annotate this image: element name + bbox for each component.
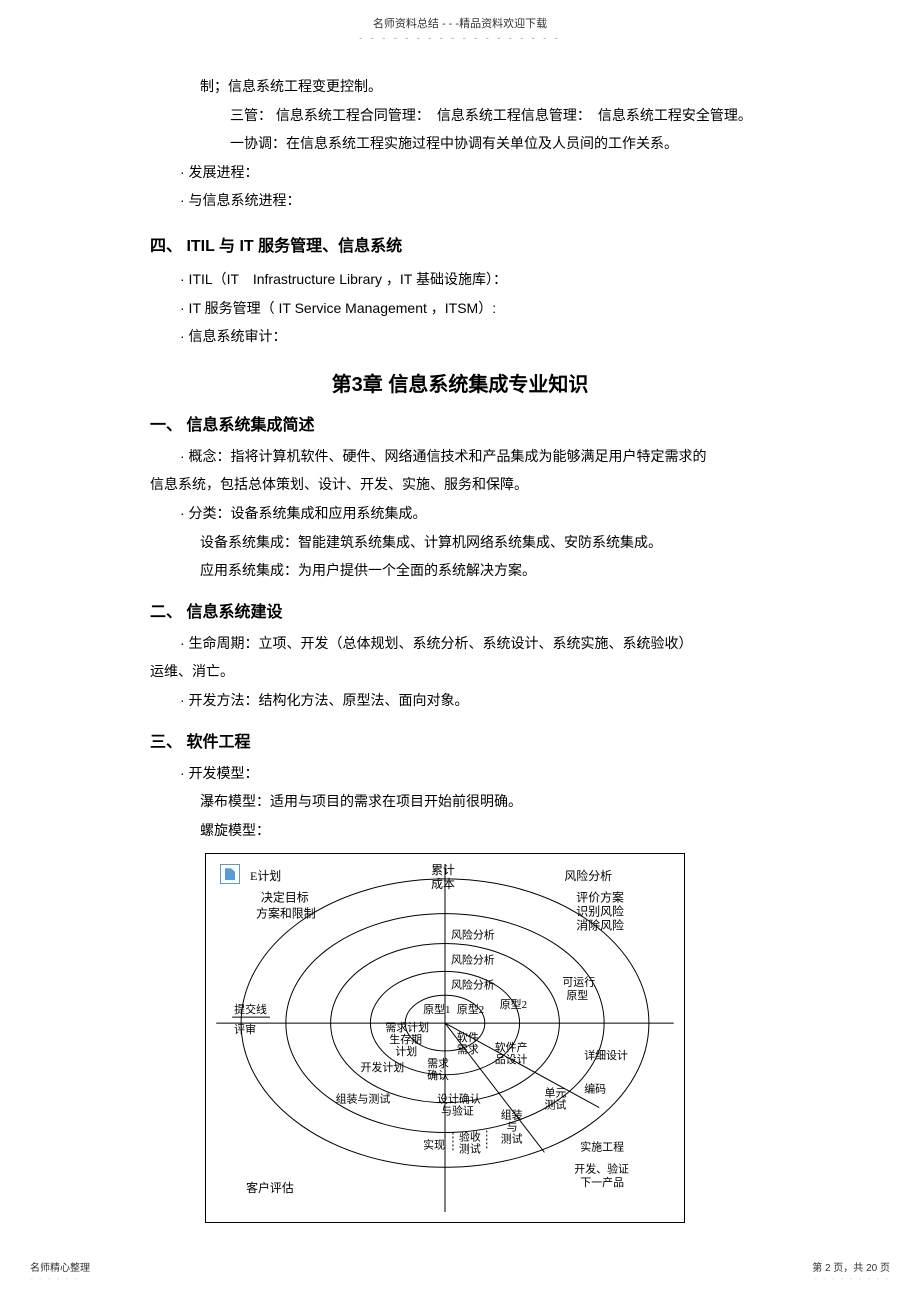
dlabel-reqplan3: 计划: [395, 1045, 417, 1058]
dlabel-customer: 客户评估: [246, 1181, 294, 1195]
dlabel-ra3: 风险分析: [451, 978, 495, 992]
dlabel-eval3: 消除风险: [576, 919, 624, 933]
dlabel-detail: 详细设计: [584, 1048, 628, 1062]
document-icon: [220, 864, 240, 884]
dlabel-code: 编码: [584, 1082, 606, 1096]
dlabel-impleng: 实施工程: [580, 1140, 624, 1154]
para-spiral: 螺旋模型：: [150, 817, 770, 844]
dlabel-proto1: 原型1: [423, 1002, 450, 1016]
para-concept-a: · 概念：指将计算机软件、硬件、网络通信技术和产品集成为能够满足用户特定需求的: [150, 443, 770, 470]
dlabel-unit1: 单元: [544, 1087, 566, 1100]
footer-page-number: 第 2 页，共 20 页: [812, 1259, 890, 1274]
dlabel-swneed2: 需求: [457, 1043, 479, 1056]
bullet-audit: · 信息系统审计：: [150, 323, 770, 350]
dlabel-designconf2: 与验证: [441, 1104, 474, 1118]
dlabel-asm2: 与: [507, 1121, 518, 1134]
dlabel-swprod2: 品设计: [495, 1053, 528, 1066]
dlabel-review: 评审: [234, 1022, 256, 1036]
para-category: · 分类：设备系统集成和应用系统集成。: [150, 500, 770, 527]
dlabel-asm3: 测试: [501, 1133, 523, 1146]
dlabel-runnable1: 可运行: [562, 976, 595, 989]
dlabel-goal1: 决定目标: [261, 891, 309, 905]
dlabel-impl: 实现: [423, 1138, 445, 1152]
section-4-heading: 四、 ITIL 与 IT 服务管理、信息系统: [150, 232, 770, 256]
dlabel-eval2: 识别风险: [576, 905, 624, 919]
dlabel-reqplan2: 生存期: [389, 1032, 422, 1046]
section-2-heading: 二、 信息系统建设: [150, 598, 770, 622]
footer-right-dots: - - - - - - - - -: [812, 1274, 890, 1283]
dlabel-eval1: 评价方案: [576, 891, 624, 905]
trailing-comma: 、: [636, 632, 650, 652]
dlabel-reqconf2: 确认: [427, 1069, 449, 1082]
para-device-integration: 设备系统集成：智能建筑系统集成、计算机网络系统集成、安防系统集成。: [150, 529, 770, 556]
dlabel-devver2: 下一产品: [580, 1175, 624, 1189]
page-header: 名师资料总结 - - -精品资料欢迎下载 - - - - - - - - - -…: [0, 0, 920, 43]
para-xietiao: 一协调：在信息系统工程实施过程中协调有关单位及人员间的工作关系。: [150, 130, 770, 157]
para-control: 制；信息系统工程变更控制。: [150, 73, 770, 100]
para-dev-model: · 开发模型：: [150, 760, 770, 787]
para-sanguan: 三管： 信息系统工程合同管理： 信息系统工程信息管理： 信息系统工程安全管理。: [150, 102, 770, 129]
dlabel-designconf1: 设计确认: [437, 1093, 481, 1106]
bullet-info-progress: · 与信息系统进程：: [150, 187, 770, 214]
dlabel-devver1: 开发、验证: [574, 1162, 629, 1176]
dlabel-plan: E计划: [250, 869, 281, 883]
document-content: 制；信息系统工程变更控制。 三管： 信息系统工程合同管理： 信息系统工程信息管理…: [0, 43, 920, 1223]
bullet-progress: · 发展进程：: [150, 159, 770, 186]
chapter-3-heading: 第3章 信息系统集成专业知识: [150, 368, 770, 397]
footer-left: 名师精心整理 - - - - - -: [30, 1259, 90, 1283]
dlabel-acc2: 测试: [459, 1143, 481, 1156]
dlabel-proto2: 原型2: [457, 1002, 484, 1016]
footer-left-text: 名师精心整理: [30, 1259, 90, 1274]
dlabel-ra1: 风险分析: [451, 928, 495, 942]
para-dev-method: · 开发方法：结构化方法、原型法、面向对象。: [150, 687, 770, 714]
dlabel-swprod1: 软件产: [495, 1040, 528, 1054]
dlabel-submit: 提交线: [234, 1002, 267, 1016]
para-app-integration: 应用系统集成：为用户提供一个全面的系统解决方案。: [150, 557, 770, 584]
bullet-itsm: · IT 服务管理（ IT Service Management ，ITSM）:: [150, 295, 770, 322]
bullet-itil: · ITIL（IT Infrastructure Library ，IT 基础设…: [150, 266, 770, 293]
dlabel-reqconf1: 需求: [427, 1057, 449, 1070]
para-lifecycle-a: · 生命周期：立项、开发（总体规划、系统分析、系统设计、系统实施、系统验收）: [150, 630, 770, 657]
dlabel-swneed1: 软件: [457, 1030, 479, 1044]
dlabel-risk-title: 风险分析: [564, 869, 612, 883]
dlabel-devplan: 开发计划: [360, 1060, 404, 1074]
section-1-heading: 一、 信息系统集成简述: [150, 411, 770, 435]
dlabel-assemble-test: 组装与测试: [336, 1092, 391, 1106]
footer-right: 第 2 页，共 20 页 - - - - - - - - -: [812, 1259, 890, 1283]
header-title: 名师资料总结 - - -精品资料欢迎下载: [0, 15, 920, 31]
para-concept-b: 信息系统，包括总体策划、设计、开发、实施、服务和保障。: [150, 471, 770, 498]
para-lifecycle-b: 运维、消亡。: [150, 658, 770, 685]
dlabel-asm1: 组装: [501, 1108, 523, 1122]
spiral-model-diagram: E计划 决定目标 方案和限制 累计 成本 风险分析 评价方案 识别风险 消除风险…: [205, 853, 685, 1223]
dlabel-reqplan1: 需求计划: [385, 1021, 429, 1034]
dlabel-cost1: 累计: [431, 863, 455, 877]
dlabel-cost2: 成本: [431, 877, 455, 891]
header-dashes: - - - - - - - - - - - - - - - - - -: [0, 33, 920, 43]
dlabel-acc1: 验收: [459, 1130, 481, 1144]
dlabel-unit2: 测试: [544, 1099, 566, 1112]
dlabel-ra2: 风险分析: [451, 953, 495, 967]
section-3-heading: 三、 软件工程: [150, 728, 770, 752]
dlabel-runnable2: 原型: [566, 988, 588, 1002]
footer-left-dots: - - - - - -: [30, 1274, 90, 1283]
dlabel-goal2: 方案和限制: [256, 907, 316, 921]
para-waterfall: 瀑布模型：适用与项目的需求在项目开始前很明确。: [150, 788, 770, 815]
dlabel-proto2b: 原型2: [500, 997, 527, 1011]
